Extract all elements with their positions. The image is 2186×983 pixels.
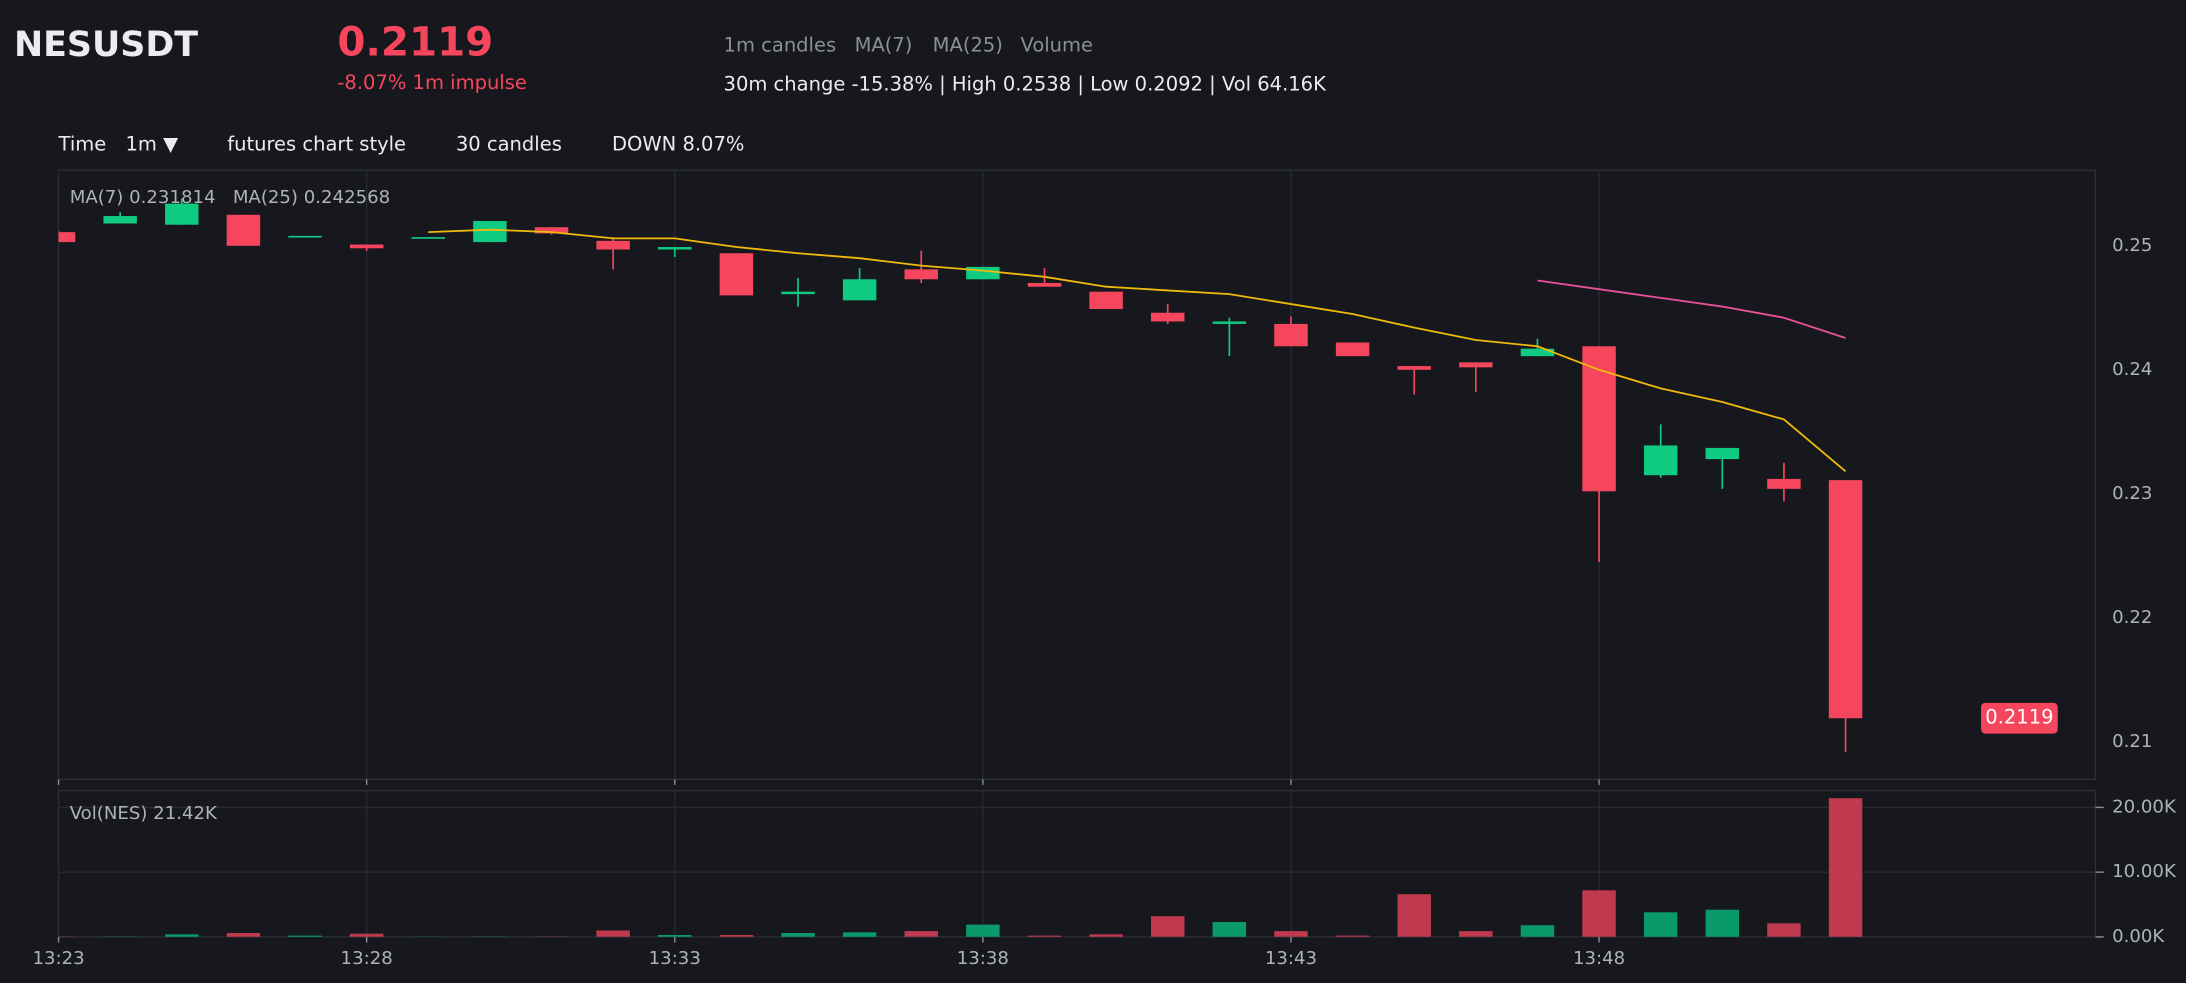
- candle-body: [719, 253, 754, 296]
- candle-body: [1089, 291, 1123, 310]
- candle-body: [1767, 478, 1801, 489]
- volume-bar: [1767, 923, 1801, 937]
- y-tick-label: 0.24: [2112, 359, 2152, 380]
- candle-body: [1459, 362, 1493, 368]
- candle-body: [842, 279, 877, 301]
- volume-bar: [1643, 912, 1678, 937]
- y-tick-label: 0.00K: [2112, 926, 2165, 947]
- candle-body: [1828, 480, 1863, 719]
- volume-bar: [1582, 890, 1616, 937]
- volume-bar: [719, 934, 754, 937]
- y-tick-label: 0.21: [2112, 731, 2152, 752]
- candle-body: [904, 269, 938, 280]
- volume-bar: [165, 934, 199, 937]
- tab[interactable]: 1m candles: [724, 34, 837, 57]
- candle-body: [1520, 348, 1555, 357]
- candle-body: [288, 235, 322, 238]
- candle-body: [1397, 366, 1431, 370]
- x-tick-label: 13:33: [649, 948, 701, 969]
- candle-body: [1027, 282, 1062, 287]
- volume-title: Vol(NES) 21.42K: [70, 803, 218, 824]
- candle-body: [1643, 445, 1678, 476]
- candle-body: [473, 220, 507, 243]
- y-tick-label: 0.23: [2112, 483, 2152, 504]
- volume-bar: [1335, 935, 1370, 937]
- candle-body: [1212, 321, 1247, 324]
- y-tick-label: 20.00K: [2112, 796, 2177, 817]
- ma-line: [1537, 279, 1846, 339]
- volume-bar: [1520, 925, 1555, 937]
- candle-body: [534, 227, 569, 234]
- tab[interactable]: MA(7): [855, 34, 913, 57]
- volume-bar: [1027, 935, 1062, 937]
- candle-body: [781, 291, 815, 295]
- volume-bar: [1828, 798, 1863, 937]
- candle-body: [58, 232, 76, 243]
- volume-bar: [1397, 894, 1431, 937]
- volume-bar: [781, 933, 815, 937]
- impulse: -8.07% 1m impulse: [337, 71, 527, 94]
- y-tick-label: 0.22: [2112, 607, 2152, 628]
- volume-bar: [966, 924, 1000, 937]
- volume-bar: [1089, 934, 1123, 937]
- symbol: NESUSDT: [14, 25, 198, 65]
- candle-body: [165, 203, 199, 225]
- x-tick-label: 13:23: [32, 948, 84, 969]
- candle-body: [1705, 447, 1740, 460]
- y-tick-label: 0.25: [2112, 235, 2152, 256]
- volume-bar: [1212, 922, 1247, 937]
- candle-body: [658, 247, 692, 250]
- candle-count: 30 candles: [456, 133, 562, 156]
- candle-body: [1274, 323, 1308, 347]
- volume-bar: [288, 935, 322, 937]
- volume-bar: [904, 931, 938, 937]
- candle-body: [411, 237, 446, 239]
- last-price: 0.2119: [337, 18, 493, 66]
- volume-bar: [1459, 931, 1493, 937]
- candle-body: [596, 240, 630, 250]
- tab[interactable]: Volume: [1021, 34, 1094, 57]
- y-tick-label: 10.00K: [2112, 861, 2177, 882]
- volume-bar: [842, 932, 877, 937]
- candle-body: [966, 266, 1000, 280]
- volume-bar: [226, 933, 261, 937]
- candle-body: [349, 244, 384, 249]
- volume-bar: [1150, 916, 1185, 937]
- tab[interactable]: MA(25): [933, 34, 1003, 57]
- legend-entry: MA(25) 0.242568: [233, 187, 390, 208]
- legend-entry: MA(7) 0.231814: [70, 187, 216, 208]
- interval-select[interactable]: 1m ▼: [125, 133, 178, 156]
- volume-bar: [658, 934, 692, 937]
- chart-style[interactable]: futures chart style: [227, 133, 406, 156]
- candle-body: [1582, 346, 1616, 492]
- price-badge-label: 0.2119: [1985, 706, 2053, 729]
- ma-line: [428, 228, 1847, 473]
- candle-body: [103, 216, 137, 224]
- summary: 30m change -15.38% | High 0.2538 | Low 0…: [724, 73, 1328, 96]
- candle-body: [1335, 342, 1370, 357]
- direction: DOWN 8.07%: [612, 133, 744, 156]
- candle-body: [226, 214, 261, 246]
- candle-body: [1150, 312, 1185, 322]
- x-tick-label: 13:28: [341, 948, 393, 969]
- x-tick-label: 13:43: [1265, 948, 1317, 969]
- x-tick-label: 13:48: [1573, 948, 1625, 969]
- volume-bar: [1705, 909, 1740, 937]
- time-label: Time: [58, 133, 107, 156]
- volume-bar: [596, 930, 630, 937]
- price-badge: [1981, 702, 2058, 734]
- x-tick-label: 13:38: [957, 948, 1009, 969]
- volume-bar: [1274, 931, 1308, 937]
- volume-bar: [349, 933, 384, 937]
